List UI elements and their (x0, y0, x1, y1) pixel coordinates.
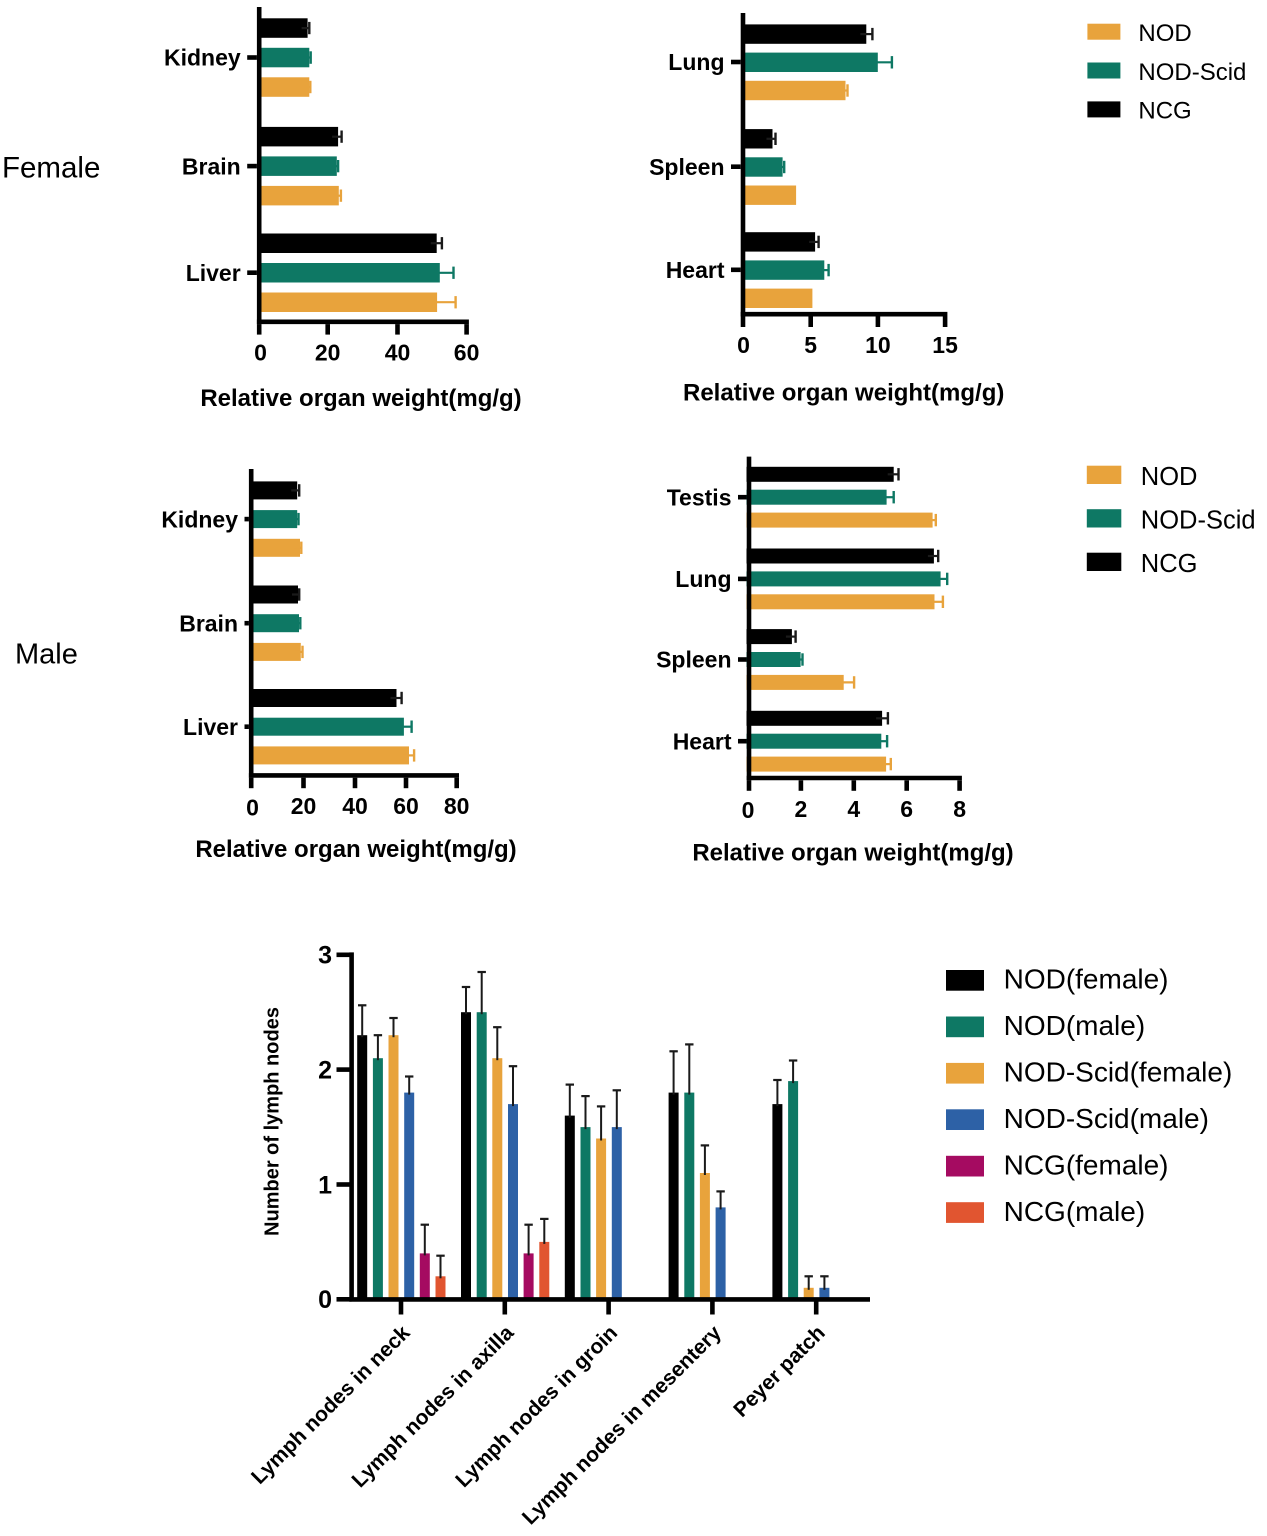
svg-text:NCG(female): NCG(female) (1004, 1150, 1169, 1181)
svg-text:0: 0 (737, 332, 750, 358)
svg-text:Relative organ weight(mg/g): Relative organ weight(mg/g) (683, 380, 1004, 407)
svg-text:5: 5 (804, 332, 817, 358)
svg-text:Lung: Lung (675, 566, 731, 592)
svg-text:Relative organ weight(mg/g): Relative organ weight(mg/g) (195, 836, 516, 863)
svg-text:Spleen: Spleen (656, 647, 731, 673)
svg-text:Number of lymph nodes: Number of lymph nodes (262, 1007, 284, 1236)
svg-text:Lung: Lung (668, 49, 724, 75)
svg-text:40: 40 (342, 793, 368, 819)
svg-text:NOD: NOD (1141, 463, 1198, 491)
svg-text:NOD(male): NOD(male) (1004, 1010, 1146, 1041)
svg-text:Liver: Liver (186, 260, 241, 286)
svg-text:2: 2 (795, 796, 808, 822)
svg-text:NOD-Scid(female): NOD-Scid(female) (1004, 1057, 1233, 1088)
svg-text:Brain: Brain (182, 153, 241, 179)
svg-text:60: 60 (454, 340, 480, 366)
svg-text:3: 3 (318, 942, 332, 970)
svg-text:Male: Male (15, 639, 78, 671)
svg-text:20: 20 (291, 793, 317, 819)
svg-text:60: 60 (393, 793, 419, 819)
svg-text:40: 40 (385, 340, 411, 366)
svg-text:Spleen: Spleen (649, 154, 724, 180)
svg-text:0: 0 (254, 340, 267, 366)
svg-text:Relative organ weight(mg/g): Relative organ weight(mg/g) (692, 840, 1013, 867)
svg-text:NOD-Scid: NOD-Scid (1141, 507, 1256, 535)
svg-text:NOD: NOD (1138, 20, 1191, 47)
svg-text:Heart: Heart (673, 728, 732, 754)
svg-text:Testis: Testis (667, 484, 732, 510)
svg-text:NCG: NCG (1141, 550, 1198, 578)
svg-text:Female: Female (2, 152, 100, 185)
svg-text:NOD-Scid(male): NOD-Scid(male) (1004, 1103, 1209, 1134)
svg-text:10: 10 (865, 332, 891, 358)
svg-text:Brain: Brain (179, 610, 238, 636)
svg-text:0: 0 (246, 794, 259, 820)
svg-text:20: 20 (315, 340, 341, 366)
svg-text:0: 0 (318, 1286, 332, 1314)
svg-text:Liver: Liver (183, 714, 238, 740)
svg-text:Relative organ weight(mg/g): Relative organ weight(mg/g) (200, 385, 521, 412)
svg-text:Kidney: Kidney (164, 45, 241, 71)
svg-text:8: 8 (953, 796, 966, 822)
svg-text:80: 80 (444, 793, 470, 819)
svg-text:6: 6 (900, 796, 913, 822)
svg-text:1: 1 (318, 1171, 332, 1199)
svg-text:2: 2 (318, 1056, 332, 1084)
svg-text:NCG: NCG (1138, 98, 1191, 125)
svg-text:Kidney: Kidney (161, 506, 238, 532)
svg-text:NOD(female): NOD(female) (1004, 964, 1169, 995)
svg-text:NCG(male): NCG(male) (1004, 1196, 1146, 1227)
svg-text:15: 15 (932, 332, 958, 358)
svg-text:0: 0 (742, 797, 755, 823)
svg-text:NOD-Scid: NOD-Scid (1138, 59, 1246, 86)
svg-text:Heart: Heart (666, 257, 725, 283)
svg-text:4: 4 (847, 796, 860, 822)
